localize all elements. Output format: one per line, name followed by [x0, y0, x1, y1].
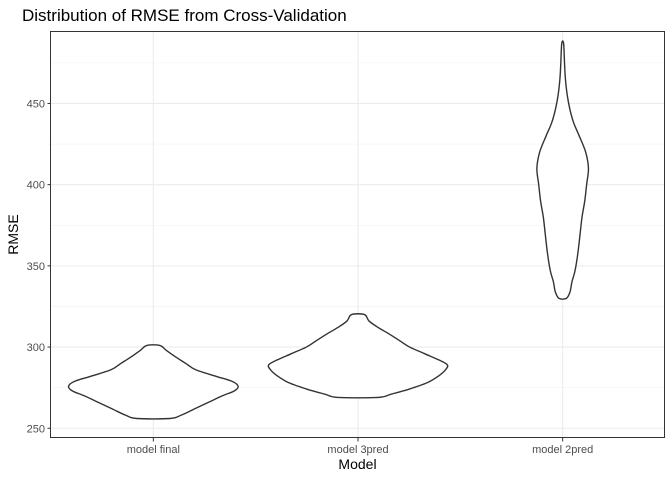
- chart-title: Distribution of RMSE from Cross-Validati…: [22, 6, 347, 25]
- y-tick-label: 350: [27, 261, 45, 273]
- y-axis: 250 300 350 400 450: [27, 98, 51, 435]
- x-tick-label: model 3pred: [327, 444, 388, 456]
- violin-model-2pred: [536, 40, 590, 300]
- x-tick-label: model final: [127, 444, 180, 456]
- violin-model-3pred: [267, 313, 449, 399]
- y-tick-label: 300: [27, 342, 45, 354]
- y-tick-label: 400: [27, 180, 45, 192]
- panel-border: [50, 31, 665, 438]
- violin-model-final: [67, 344, 239, 420]
- violins: [67, 40, 590, 420]
- x-tick-label: model 2pred: [532, 444, 593, 456]
- x-axis: model final model 3pred model 2pred: [127, 438, 593, 456]
- y-tick-label: 250: [27, 423, 45, 435]
- x-axis-title: Model: [338, 456, 376, 472]
- y-tick-label: 450: [27, 98, 45, 110]
- y-axis-title: RMSE: [5, 214, 21, 254]
